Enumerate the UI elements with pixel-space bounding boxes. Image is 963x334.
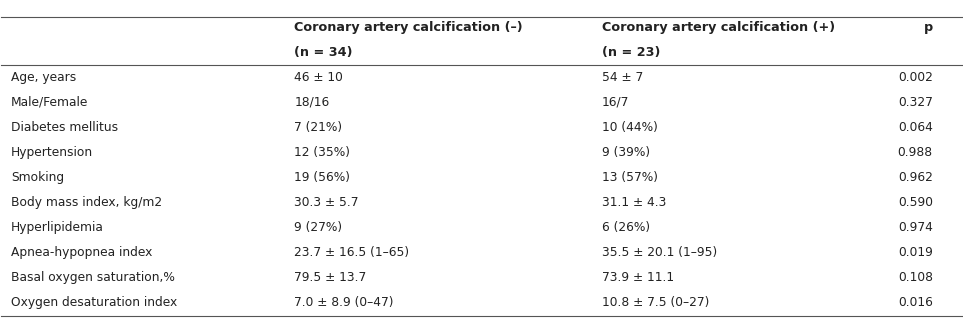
Text: 0.962: 0.962 (898, 171, 933, 184)
Text: 0.002: 0.002 (898, 71, 933, 84)
Text: 9 (27%): 9 (27%) (295, 221, 343, 234)
Text: 35.5 ± 20.1 (1–95): 35.5 ± 20.1 (1–95) (602, 246, 716, 259)
Text: 12 (35%): 12 (35%) (295, 146, 351, 159)
Text: 0.108: 0.108 (898, 271, 933, 284)
Text: 0.019: 0.019 (898, 246, 933, 259)
Text: 0.590: 0.590 (898, 196, 933, 209)
Text: Coronary artery calcification (+): Coronary artery calcification (+) (602, 21, 835, 34)
Text: 9 (39%): 9 (39%) (602, 146, 650, 159)
Text: Body mass index, kg/m2: Body mass index, kg/m2 (11, 196, 162, 209)
Text: 19 (56%): 19 (56%) (295, 171, 351, 184)
Text: 13 (57%): 13 (57%) (602, 171, 658, 184)
Text: 10 (44%): 10 (44%) (602, 121, 658, 134)
Text: 54 ± 7: 54 ± 7 (602, 71, 642, 84)
Text: 73.9 ± 11.1: 73.9 ± 11.1 (602, 271, 674, 284)
Text: 0.064: 0.064 (898, 121, 933, 134)
Text: 31.1 ± 4.3: 31.1 ± 4.3 (602, 196, 665, 209)
Text: Hyperlipidemia: Hyperlipidemia (11, 221, 104, 234)
Text: Oxygen desaturation index: Oxygen desaturation index (11, 296, 177, 309)
Text: Smoking: Smoking (11, 171, 65, 184)
Text: 0.016: 0.016 (898, 296, 933, 309)
Text: Coronary artery calcification (–): Coronary artery calcification (–) (295, 21, 523, 34)
Text: 0.988: 0.988 (898, 146, 933, 159)
Text: 7 (21%): 7 (21%) (295, 121, 343, 134)
Text: (n = 23): (n = 23) (602, 46, 660, 59)
Text: (n = 34): (n = 34) (295, 46, 352, 59)
Text: 0.974: 0.974 (898, 221, 933, 234)
Text: Basal oxygen saturation,%: Basal oxygen saturation,% (11, 271, 175, 284)
Text: 10.8 ± 7.5 (0–27): 10.8 ± 7.5 (0–27) (602, 296, 709, 309)
Text: 18/16: 18/16 (295, 96, 329, 109)
Text: 30.3 ± 5.7: 30.3 ± 5.7 (295, 196, 359, 209)
Text: 46 ± 10: 46 ± 10 (295, 71, 343, 84)
Text: 0.327: 0.327 (898, 96, 933, 109)
Text: Apnea-hypopnea index: Apnea-hypopnea index (11, 246, 152, 259)
Text: Age, years: Age, years (11, 71, 76, 84)
Text: Diabetes mellitus: Diabetes mellitus (11, 121, 118, 134)
Text: 23.7 ± 16.5 (1–65): 23.7 ± 16.5 (1–65) (295, 246, 409, 259)
Text: 16/7: 16/7 (602, 96, 629, 109)
Text: 7.0 ± 8.9 (0–47): 7.0 ± 8.9 (0–47) (295, 296, 394, 309)
Text: 6 (26%): 6 (26%) (602, 221, 650, 234)
Text: Hypertension: Hypertension (11, 146, 93, 159)
Text: 79.5 ± 13.7: 79.5 ± 13.7 (295, 271, 367, 284)
Text: p: p (924, 21, 933, 34)
Text: Male/Female: Male/Female (11, 96, 89, 109)
